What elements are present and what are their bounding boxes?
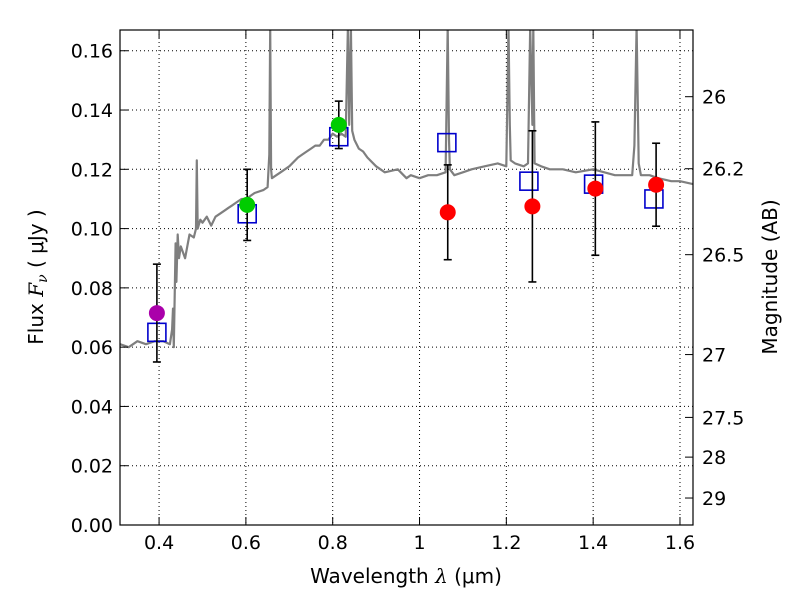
x-tick-label: 0.6	[231, 532, 261, 554]
x-tick-label: 0.4	[144, 532, 174, 554]
y2-axis-label: Magnitude (AB)	[758, 199, 782, 354]
mag-tick-label: 26.5	[702, 245, 744, 267]
marker-layer	[147, 100, 665, 363]
plot-frame	[119, 29, 694, 526]
observed-photometry-point	[524, 198, 541, 215]
y-tick-label: 0.02	[71, 456, 113, 478]
mag-tick-label: 27	[702, 345, 726, 367]
y-tick-label: 0.00	[71, 515, 113, 537]
y-tick-label: 0.06	[71, 337, 113, 359]
tick-layer: 0.4 0.6 0.8 1 1.2 1.4 1.6 0.00 0.02 0.04 0.06 0.08 0…	[71, 30, 744, 554]
model-photometry-square	[519, 171, 539, 191]
grid	[120, 30, 693, 526]
x-tick-label: 1.2	[491, 532, 521, 554]
mag-tick-label: 27.5	[702, 407, 744, 429]
x-tick-label: 1.6	[665, 532, 695, 554]
y-tick-label: 0.14	[71, 100, 113, 122]
y-tick-label: 0.10	[71, 219, 113, 241]
y-tick-label: 0.16	[71, 41, 113, 63]
observed-photometry-point	[439, 204, 456, 221]
spectrum-line	[120, 30, 693, 349]
observed-photometry-point	[148, 305, 165, 322]
mag-tick-label: 26.2	[702, 159, 744, 181]
mag-tick-label: 26	[702, 87, 726, 109]
spectrum-layer	[120, 30, 693, 349]
model-photometry-square	[437, 132, 457, 153]
observed-photometry-point	[239, 196, 256, 213]
mag-tick-label: 28	[702, 447, 726, 469]
y-axis-label: Flux Fν ( μJy )	[24, 209, 51, 344]
mag-tick-label: 29	[702, 488, 726, 510]
model-photometry-square	[644, 189, 664, 209]
x-tick-label: 1	[413, 532, 425, 554]
y-tick-label: 0.08	[71, 278, 113, 300]
y-tick-label: 0.04	[71, 396, 113, 418]
x-tick-label: 0.8	[318, 532, 348, 554]
x-tick-label: 1.4	[578, 532, 608, 554]
observed-photometry-point	[587, 180, 604, 197]
x-axis-label: Wavelength λ (μm)	[310, 564, 502, 588]
observed-photometry-point	[648, 176, 665, 193]
y-tick-label: 0.12	[71, 159, 113, 181]
observed-photometry-point	[330, 116, 347, 133]
